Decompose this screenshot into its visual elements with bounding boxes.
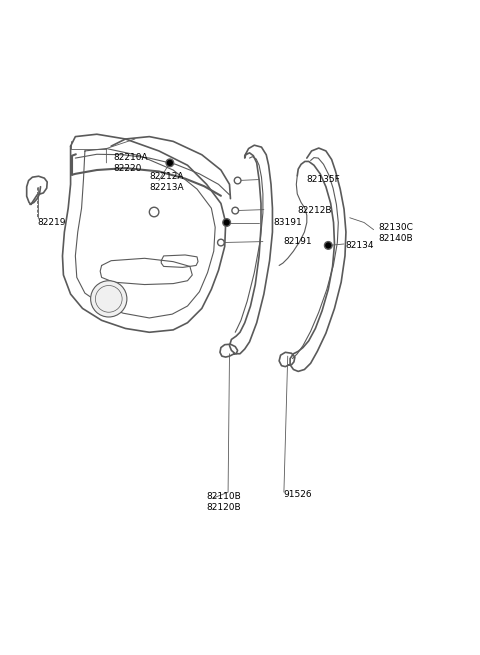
Text: 82212B: 82212B: [297, 206, 332, 215]
Text: 82219: 82219: [37, 218, 66, 227]
Circle shape: [234, 177, 241, 184]
Circle shape: [232, 207, 239, 214]
Text: 82135F: 82135F: [307, 175, 341, 184]
Text: 82212A
82213A: 82212A 82213A: [149, 172, 184, 192]
Circle shape: [217, 239, 224, 246]
Circle shape: [96, 286, 122, 312]
Text: 82130C
82140B: 82130C 82140B: [378, 223, 413, 243]
Text: 83191: 83191: [274, 218, 302, 227]
Circle shape: [166, 159, 174, 166]
Text: 82191: 82191: [283, 237, 312, 246]
Text: 82210A
82220: 82210A 82220: [114, 153, 148, 173]
Text: 82134: 82134: [345, 241, 373, 250]
Circle shape: [91, 281, 127, 317]
Circle shape: [324, 242, 332, 250]
Circle shape: [149, 207, 159, 217]
Text: 91526: 91526: [283, 490, 312, 499]
Circle shape: [223, 219, 230, 227]
Text: 82110B
82120B: 82110B 82120B: [206, 492, 241, 512]
